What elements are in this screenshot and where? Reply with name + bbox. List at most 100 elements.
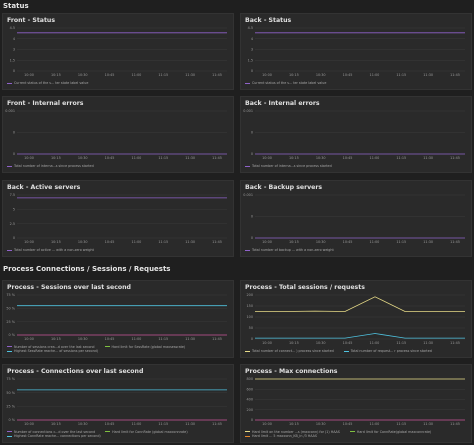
chart-svg: 0.001 0 0 10:00 10:15 10:30 10:45 11:00 11:15 11:…: [243, 109, 465, 160]
y-tick-label: 0.001: [243, 109, 253, 113]
legend-swatch: [349, 431, 355, 433]
x-tick-label: 11:45: [212, 73, 222, 77]
panel-back-backup-servers[interactable]: Back - Backup servers 0.001 0 0 10:00 10:15 1…: [240, 180, 472, 257]
x-tick-label: 11:00: [370, 240, 380, 244]
chart-svg: 75 % 50 % 25 % 0 % 10:00 10:15 10:30 10:45 11:00…: [6, 293, 227, 341]
series-line: [255, 333, 465, 339]
panel-back-internal-errors[interactable]: Back - Internal errors 0.001 0 0 10:00 10:15…: [240, 96, 472, 173]
x-tick-label: 10:30: [78, 337, 88, 341]
panel-back-status[interactable]: Back - Status 4.5 4 3 1.5 0 10:00 10:15 10:30 10…: [240, 13, 472, 90]
legend-label: Hard limit on the number ...s (maxconn) …: [252, 429, 340, 434]
y-tick-label: 0.001: [5, 109, 15, 113]
y-tick-label: 3: [13, 48, 15, 52]
panel-total-sessions[interactable]: Process - Total sessions / requests 200 1…: [240, 280, 472, 358]
legend-item[interactable]: Total number of active ... with a non-ze…: [7, 248, 94, 253]
legend-item[interactable]: Number of connections c...d over the las…: [7, 430, 95, 435]
chart-svg: 7.5 5 2.5 0 10:00 10:15 10:30 10:45 11:00 11:15 11…: [10, 193, 227, 244]
panel-title[interactable]: Back - Internal errors: [245, 100, 320, 107]
legend-item[interactable]: Hard limit for ConnRate (global maxconnr…: [105, 429, 188, 435]
y-tick-label: 50 %: [6, 307, 15, 311]
x-tick-label: 10:30: [316, 422, 326, 426]
x-tick-label: 10:30: [78, 156, 88, 160]
panel-title[interactable]: Process - Max connections: [245, 368, 338, 375]
x-tick-label: 11:45: [450, 341, 460, 345]
x-tick-label: 11:15: [396, 341, 406, 345]
x-tick-label: 11:00: [132, 337, 142, 341]
legend-swatch: [343, 350, 349, 352]
panel-front-status[interactable]: Front - Status 4.5 4 3 1.5 0 10:00 10:15 10:30 1…: [2, 13, 234, 90]
chart-legend: Total number of connect... ) process sin…: [245, 349, 467, 354]
x-tick-label: 11:45: [450, 240, 460, 244]
chart-svg: 800 600 400 200 0 10:00 10:15 10:30 10:45 11:00 11…: [247, 377, 465, 426]
x-tick-label: 11:00: [132, 422, 142, 426]
panel-title[interactable]: Process - Connections over last second: [7, 368, 144, 375]
y-tick-label: 4: [251, 37, 253, 41]
y-tick-label: 100: [247, 315, 253, 319]
x-tick-label: 10:15: [289, 73, 299, 77]
legend-swatch: [245, 165, 250, 167]
x-tick-label: 11:30: [185, 422, 195, 426]
y-tick-label: 5: [13, 208, 15, 212]
y-tick-label: 1.5: [10, 58, 15, 62]
y-tick-label: 0: [13, 69, 15, 73]
legend-item[interactable]: Highest SessRate reache... of sessions p…: [7, 349, 219, 354]
legend-item[interactable]: Total number of interna...s since proces…: [245, 164, 332, 169]
legend-label: Hard limit for ConnRate (global maxconnr…: [112, 429, 188, 434]
legend-item[interactable]: Hard limit for SessRate (global maxsessr…: [104, 345, 185, 350]
x-tick-label: 11:15: [396, 422, 406, 426]
legend-item[interactable]: Hard limit ... 5 maxconn_KB_in /3 HAAS: [245, 434, 457, 439]
panel-max-connections[interactable]: Process - Max connections 800 600 400 200 0 1…: [240, 364, 472, 443]
chart-svg: 4.5 4 3 1.5 0 10:00 10:15 10:30 10:45 11:00 11:15 1…: [248, 26, 465, 77]
legend-item[interactable]: Hard limit on the number ...s (maxconn) …: [245, 430, 340, 435]
legend-item[interactable]: Hard limit for ConnRate(global maxconnra…: [349, 430, 431, 435]
x-tick-label: 10:00: [24, 422, 34, 426]
panel-title[interactable]: Back - Backup servers: [245, 184, 323, 191]
legend-swatch: [7, 249, 12, 251]
x-tick-label: 11:00: [370, 422, 380, 426]
legend-label: Highest ConnRate reache... connections p…: [14, 434, 101, 439]
x-tick-label: 11:15: [396, 240, 406, 244]
x-tick-label: 11:15: [396, 156, 406, 160]
y-tick-label: 0: [251, 152, 253, 156]
panel-front-internal-errors[interactable]: Front - Internal errors 0.001 0 0 10:00 10:1…: [2, 96, 234, 173]
section-title-process[interactable]: Process Connections / Sessions / Request…: [0, 263, 474, 276]
y-tick-label: 0.001: [243, 193, 253, 197]
x-tick-label: 11:30: [423, 156, 433, 160]
panel-connections-last-second[interactable]: Process - Connections over last second 7…: [2, 364, 234, 443]
panel-title[interactable]: Back - Active servers: [7, 184, 81, 191]
x-tick-label: 10:15: [289, 240, 299, 244]
panel-title[interactable]: Front - Internal errors: [7, 100, 84, 107]
panel-back-active-servers[interactable]: Back - Active servers 7.5 5 2.5 0 10:00 10:15…: [2, 180, 234, 257]
y-tick-label: 200: [247, 293, 253, 297]
legend-item[interactable]: Highest ConnRate reache... connections p…: [7, 434, 219, 439]
legend-item[interactable]: Total number of interna...s since proces…: [7, 164, 94, 169]
chart-svg: 0.001 0 0 10:00 10:15 10:30 10:45 11:00 11:15 11:…: [5, 109, 227, 160]
panel-sessions-last-second[interactable]: Process - Sessions over last second 75 %…: [2, 280, 234, 358]
legend-item[interactable]: Total number of connect... ) process sin…: [245, 349, 334, 354]
x-tick-label: 11:30: [185, 337, 195, 341]
y-tick-label: 400: [247, 398, 253, 402]
legend-swatch: [245, 435, 250, 437]
y-tick-label: 0: [13, 131, 15, 135]
x-tick-label: 10:15: [51, 156, 61, 160]
x-tick-label: 10:00: [262, 341, 272, 345]
legend-item[interactable]: Current status of the s... ter state lab…: [7, 81, 88, 86]
x-tick-label: 11:30: [185, 73, 195, 77]
panel-title[interactable]: Process - Sessions over last second: [7, 284, 131, 291]
legend-item[interactable]: Current status of the s... ter state lab…: [245, 81, 326, 86]
legend-item[interactable]: Total number of backup ... with a non-ze…: [245, 248, 334, 253]
y-tick-label: 0: [251, 69, 253, 73]
legend-item[interactable]: Total number of request... r process sin…: [343, 349, 432, 354]
y-tick-label: 0 %: [9, 418, 16, 422]
x-tick-label: 10:45: [343, 73, 353, 77]
section-title-status[interactable]: Status: [0, 0, 474, 13]
chart-svg: 0.001 0 0 10:00 10:15 10:30 10:45 11:00 11:15 11:…: [243, 193, 465, 244]
panel-title[interactable]: Back - Status: [245, 17, 292, 24]
panel-title[interactable]: Front - Status: [7, 17, 56, 24]
panel-title[interactable]: Process - Total sessions / requests: [245, 284, 365, 291]
x-tick-label: 10:15: [289, 422, 299, 426]
legend-item[interactable]: Number of sessions crea...d over the las…: [7, 345, 95, 350]
x-tick-label: 11:45: [450, 156, 460, 160]
x-tick-label: 10:45: [105, 73, 115, 77]
legend-label: Current status of the s... ter state lab…: [14, 81, 89, 86]
